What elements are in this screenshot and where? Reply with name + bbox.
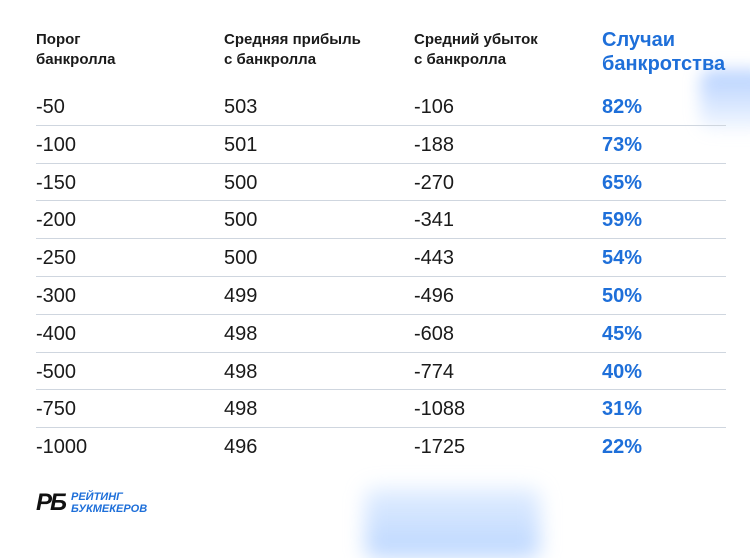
table-row: -1000 496 -1725 22% (36, 428, 726, 465)
logo-wordmark: РЕЙТИНГ БУКМЕКЕРОВ (71, 491, 147, 515)
decorative-glow-bottom (365, 488, 540, 558)
cell-loss: -496 (414, 284, 455, 307)
cell-loss: -774 (414, 360, 455, 383)
cell-threshold: -400 (36, 322, 77, 345)
table-row: -200 500 -341 59% (36, 201, 726, 240)
cell-loss: -443 (414, 247, 455, 270)
cell-threshold: -150 (36, 171, 77, 194)
header-avg-profit: Средняя прибыль с банкролла (224, 31, 361, 68)
cell-bankruptcy: 59% (602, 209, 643, 232)
cell-bankruptcy: 40% (602, 360, 643, 383)
brand-logo: РБ РЕЙТИНГ БУКМЕКЕРОВ (36, 489, 147, 516)
cell-loss: -1725 (414, 436, 466, 459)
table-row: -300 499 -496 50% (36, 277, 726, 315)
cell-profit: 500 (224, 171, 258, 194)
header-avg-loss: Средний убыток с банкролла (414, 31, 538, 68)
table-header: Порог банкролла Средняя прибыль с банкро… (36, 28, 726, 88)
cell-loss: -608 (414, 322, 455, 345)
table-row: -150 500 -270 65% (36, 164, 726, 202)
table-row: -100 501 -188 73% (36, 126, 726, 164)
cell-profit: 496 (224, 436, 258, 459)
cell-threshold: -200 (36, 209, 77, 232)
table-row: -750 498 -1088 31% (36, 390, 726, 429)
cell-threshold: -750 (36, 398, 77, 421)
cell-profit: 499 (224, 284, 258, 307)
cell-threshold: -250 (36, 247, 77, 270)
cell-bankruptcy: 54% (602, 247, 643, 270)
logo-mark: РБ (36, 489, 67, 516)
cell-bankruptcy: 22% (602, 436, 643, 459)
cell-profit: 498 (224, 322, 258, 345)
cell-profit: 498 (224, 398, 258, 421)
table-row: -400 498 -608 45% (36, 315, 726, 353)
cell-bankruptcy: 50% (602, 284, 643, 307)
cell-loss: -188 (414, 133, 455, 156)
cell-loss: -1088 (414, 398, 466, 421)
cell-profit: 498 (224, 360, 258, 383)
cell-bankruptcy: 65% (602, 171, 643, 194)
cell-bankruptcy: 31% (602, 398, 643, 421)
table-row: -500 498 -774 40% (36, 353, 726, 391)
header-threshold: Порог банкролла (36, 31, 116, 68)
cell-threshold: -300 (36, 284, 77, 307)
cell-threshold: -500 (36, 360, 77, 383)
cell-profit: 500 (224, 247, 258, 270)
header-bankruptcy: Случаи банкротства (602, 29, 726, 75)
cell-loss: -341 (414, 209, 455, 232)
cell-bankruptcy: 45% (602, 322, 643, 345)
logo-line-1: РЕЙТИНГ (71, 491, 123, 503)
cell-loss: -106 (414, 96, 455, 118)
logo-line-2: БУКМЕКЕРОВ (71, 503, 148, 515)
cell-bankruptcy: 82% (602, 96, 643, 118)
table-row: -50 503 -106 82% (36, 88, 726, 126)
data-table: -50 503 -106 82% -100 501 -188 73% -150 … (36, 88, 726, 465)
cell-profit: 501 (224, 133, 258, 156)
cell-loss: -270 (414, 171, 455, 194)
cell-threshold: -1000 (36, 436, 88, 459)
cell-threshold: -50 (36, 96, 65, 118)
cell-profit: 500 (224, 209, 258, 232)
cell-bankruptcy: 73% (602, 133, 643, 156)
cell-profit: 503 (224, 96, 258, 118)
table-row: -250 500 -443 54% (36, 239, 726, 277)
cell-threshold: -100 (36, 133, 77, 156)
decorative-glow-right (700, 70, 750, 130)
